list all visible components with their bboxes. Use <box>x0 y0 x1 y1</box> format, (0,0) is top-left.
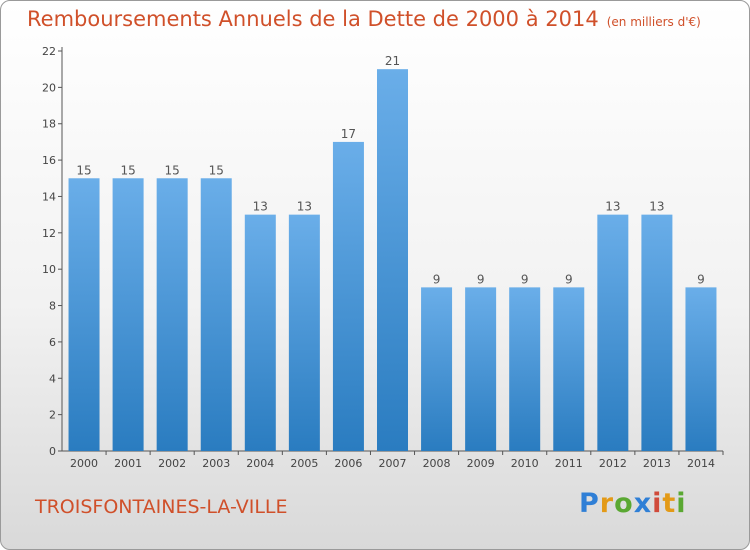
bar <box>641 214 673 451</box>
bar <box>421 287 453 451</box>
bars <box>68 69 717 452</box>
logo-letter: P <box>579 488 600 519</box>
logo-letter: r <box>599 488 615 519</box>
bar <box>465 287 497 451</box>
y-tick-label: 18 <box>42 118 56 131</box>
commune-name: TROISFONTAINES-LA-VILLE <box>35 496 288 518</box>
chart-title: Remboursements Annuels de la Dette de 20… <box>27 7 599 31</box>
bar <box>377 69 408 451</box>
data-label: 21 <box>385 54 400 68</box>
bar <box>156 178 188 452</box>
data-label: 13 <box>297 200 312 214</box>
x-tick-label: 2013 <box>643 457 671 470</box>
x-tick-label: 2002 <box>158 457 186 470</box>
data-label: 15 <box>165 163 180 177</box>
data-label: 15 <box>120 163 135 177</box>
y-tick-label: 4 <box>49 372 56 385</box>
x-tick-label: 2014 <box>687 457 715 470</box>
x-tick-label: 2003 <box>202 457 230 470</box>
chart-title-block: Remboursements Annuels de la Dette de 20… <box>27 7 701 31</box>
proxiti-logo[interactable]: Proxiti <box>579 488 687 519</box>
data-label: 9 <box>433 272 441 286</box>
bar <box>112 178 144 452</box>
bar <box>509 287 541 451</box>
data-label: 9 <box>697 272 705 286</box>
chart-unit: (en milliers d'€) <box>606 15 701 29</box>
x-tick-label: 2005 <box>290 457 318 470</box>
data-label: 9 <box>565 272 573 286</box>
logo-letter: i <box>676 488 687 519</box>
data-label: 13 <box>253 200 268 214</box>
y-tick-label: 12 <box>42 227 56 240</box>
bar <box>685 287 717 451</box>
bar <box>68 178 100 452</box>
data-label: 17 <box>341 127 356 141</box>
y-tick-label: 6 <box>49 336 56 349</box>
x-tick-label: 2009 <box>467 457 495 470</box>
y-tick-label: 14 <box>42 190 56 203</box>
logo-letter: o <box>614 488 634 519</box>
y-tick-label: 10 <box>42 263 56 276</box>
y-tick-label: 2 <box>49 409 56 422</box>
x-tick-label: 2001 <box>114 457 142 470</box>
data-label: 13 <box>605 200 620 214</box>
logo-letter: i <box>652 488 663 519</box>
bar <box>244 214 276 451</box>
data-label: 15 <box>76 163 91 177</box>
data-label: 13 <box>649 200 664 214</box>
bar <box>288 214 320 451</box>
x-tick-label: 2010 <box>511 457 539 470</box>
data-label: 9 <box>477 272 485 286</box>
y-tick-label: 0 <box>49 445 56 458</box>
bar <box>332 141 364 451</box>
bar <box>200 178 232 452</box>
x-tick-label: 2007 <box>379 457 407 470</box>
x-tick-label: 2011 <box>555 457 583 470</box>
x-tick-label: 2008 <box>423 457 451 470</box>
y-tick-label: 22 <box>42 45 56 58</box>
x-tick-label: 2000 <box>70 457 98 470</box>
x-tick-label: 2006 <box>334 457 362 470</box>
bar <box>553 287 585 451</box>
x-tick-label: 2012 <box>599 457 627 470</box>
x-tick-label: 2004 <box>246 457 274 470</box>
y-tick-label: 8 <box>49 300 56 313</box>
logo-letter: t <box>662 488 677 519</box>
data-label: 15 <box>209 163 224 177</box>
logo-letter: x <box>633 488 653 519</box>
data-label: 9 <box>521 272 529 286</box>
y-tick-label: 20 <box>42 81 56 94</box>
axes: 0 2 4 6 8 10 12 14 16 18 20 22 2000 2001 2002 2003 2004 2… <box>42 45 724 470</box>
y-tick-label: 16 <box>42 154 56 167</box>
bar <box>597 214 629 451</box>
data-labels: 15 15 15 15 13 13 17 21 9 9 9 9 13 13 9 <box>76 54 704 286</box>
